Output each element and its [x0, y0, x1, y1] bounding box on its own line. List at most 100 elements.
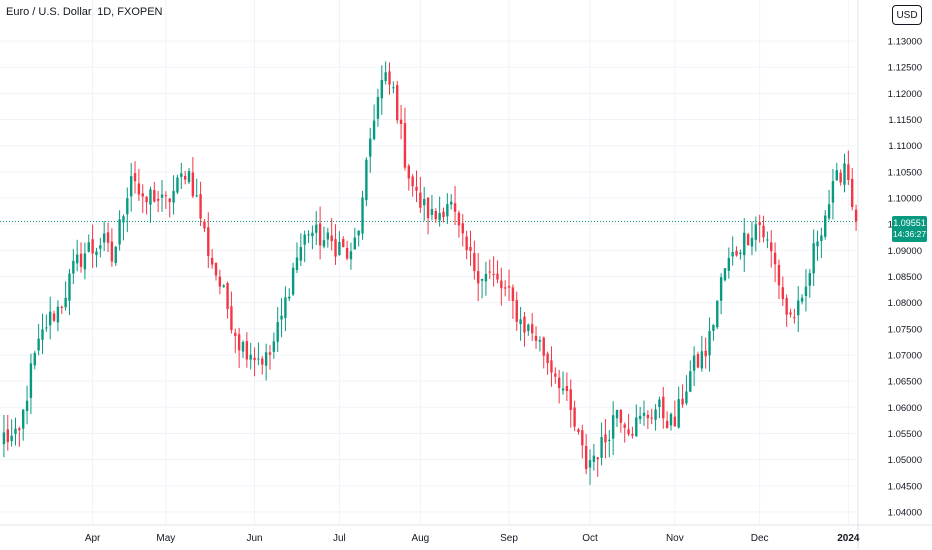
- candle-body: [500, 280, 503, 289]
- candle: [627, 413, 630, 437]
- candle: [700, 335, 704, 372]
- candle: [600, 422, 603, 466]
- candle-body: [349, 251, 353, 260]
- candle: [851, 168, 854, 211]
- candle: [615, 409, 619, 427]
- candle-body: [527, 324, 530, 331]
- candle: [519, 306, 522, 341]
- candle: [712, 324, 715, 341]
- candle: [399, 105, 403, 140]
- candle: [673, 400, 677, 427]
- candle-body: [442, 211, 445, 218]
- candle-body: [662, 396, 665, 419]
- candle: [669, 412, 673, 431]
- candle-body: [588, 460, 592, 468]
- candle: [692, 346, 696, 387]
- candle: [716, 300, 719, 330]
- candle: [797, 286, 800, 333]
- candle-body: [631, 433, 634, 436]
- candle-body: [6, 429, 9, 443]
- candle-body: [376, 97, 380, 119]
- candle: [168, 198, 171, 218]
- candle-body: [488, 271, 491, 273]
- candle-body: [615, 409, 619, 419]
- candle-body: [91, 239, 94, 254]
- candle: [195, 178, 198, 198]
- candle-body: [411, 176, 414, 187]
- candle-body: [781, 287, 785, 299]
- candle: [530, 313, 534, 342]
- candle-body: [102, 233, 106, 243]
- candle-body: [426, 197, 430, 219]
- candle: [291, 262, 295, 296]
- candle-body: [438, 212, 441, 221]
- candle-body: [658, 399, 661, 408]
- candle-body: [681, 398, 684, 405]
- candle-body: [369, 138, 372, 157]
- price-tick-label: 1.12000: [888, 89, 922, 100]
- candle-body: [183, 175, 187, 180]
- price-axis[interactable]: 1.04000 1.04500 1.05000 1.05500 1.06000 1.065…: [888, 37, 922, 519]
- candle-body: [766, 239, 769, 241]
- candle: [257, 342, 260, 366]
- candle-body: [249, 354, 252, 360]
- candle: [569, 379, 572, 428]
- candle-body: [696, 354, 700, 368]
- candle: [824, 210, 827, 240]
- candle-body: [52, 313, 56, 321]
- candle-body: [207, 227, 210, 257]
- candle-body: [353, 237, 357, 250]
- candle-body: [650, 417, 653, 419]
- candle-body: [750, 237, 754, 247]
- candle: [550, 346, 553, 387]
- candle-body: [384, 72, 387, 82]
- candle: [546, 351, 549, 375]
- candle: [419, 176, 422, 213]
- candle-body: [2, 432, 6, 445]
- candle-body: [257, 358, 260, 360]
- candle: [79, 242, 83, 273]
- candle-body: [480, 278, 484, 281]
- candle: [268, 345, 272, 370]
- candle-body: [565, 386, 569, 392]
- candle-body: [33, 352, 36, 366]
- currency-button[interactable]: USD: [892, 5, 922, 25]
- candle-body: [646, 415, 650, 419]
- candle-body: [635, 417, 638, 437]
- candle-body: [492, 273, 495, 275]
- candle: [218, 269, 222, 295]
- candle-body: [743, 232, 746, 256]
- candle-body: [41, 329, 44, 340]
- candle: [804, 269, 808, 312]
- candle: [369, 127, 372, 173]
- candle-body: [831, 181, 835, 203]
- candle: [245, 332, 249, 368]
- candle-body: [735, 250, 738, 256]
- price-tick-label: 1.13000: [888, 37, 922, 48]
- candle: [820, 227, 823, 258]
- candle: [357, 230, 360, 247]
- candle: [638, 406, 642, 424]
- candle-body: [137, 183, 141, 195]
- candle-body: [496, 273, 499, 280]
- candle-body: [280, 315, 283, 320]
- price-tick-label: 1.11000: [888, 141, 922, 152]
- candle: [457, 210, 461, 238]
- candle: [338, 231, 341, 256]
- candle-body: [164, 195, 168, 197]
- time-axis[interactable]: Apr May Jun Jul Aug Sep Oct Nov Dec 2024: [85, 533, 860, 544]
- candle-body: [149, 189, 152, 205]
- time-tick-label: Jul: [333, 533, 346, 544]
- candle: [727, 247, 731, 279]
- candle-body: [804, 286, 808, 297]
- candle-body: [172, 191, 175, 203]
- candle: [642, 400, 646, 426]
- candle: [22, 409, 25, 441]
- candle: [423, 186, 426, 221]
- time-tick-label: Oct: [582, 533, 598, 544]
- candle: [110, 228, 114, 267]
- price-tick-label: 1.06500: [888, 377, 922, 388]
- candle-body: [234, 332, 237, 337]
- candle-body: [284, 297, 287, 319]
